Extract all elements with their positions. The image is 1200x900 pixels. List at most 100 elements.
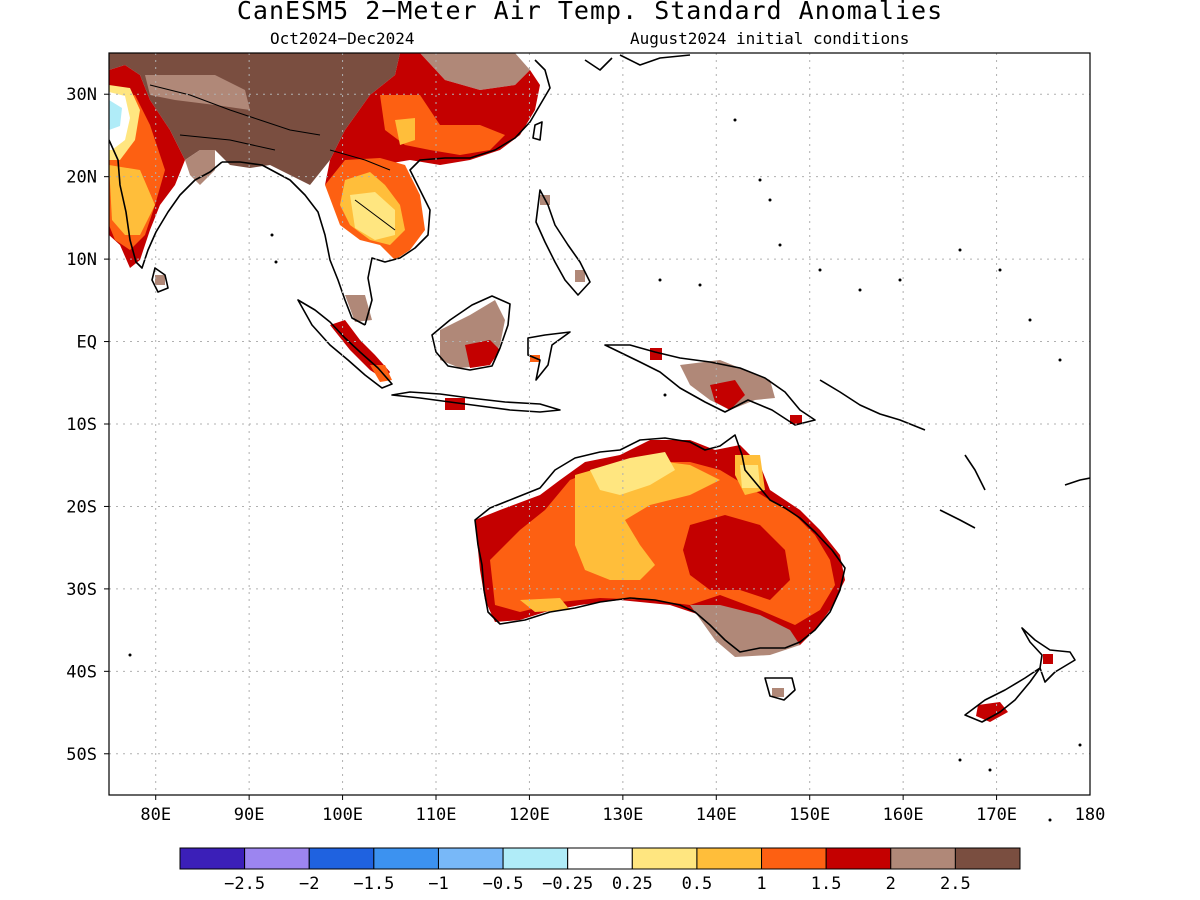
lon-tick-label: 150E	[789, 805, 830, 825]
island-dot	[1058, 358, 1062, 362]
map-title: CanESM5 2−Meter Air Temp. Standard Anoma…	[236, 0, 944, 25]
lat-tick-label: 40S	[66, 662, 97, 682]
colorbar-swatch	[890, 847, 956, 870]
island-dot	[958, 758, 962, 762]
lat-tick-label: 30S	[66, 580, 97, 600]
nz-south-red	[976, 702, 1008, 722]
colorbar-swatch	[761, 847, 827, 870]
lon-tick-label: 120E	[509, 805, 550, 825]
coast-sumatra	[297, 299, 393, 389]
coast-new-guinea	[604, 344, 816, 426]
anomaly-fields	[109, 53, 1053, 722]
colorbar-label: −1	[428, 874, 448, 894]
lon-tick-label: 180	[1075, 805, 1106, 825]
forecast-period: Oct2024−Dec2024	[270, 29, 415, 48]
small-islands	[128, 118, 1082, 822]
colorbar-label: 1	[756, 874, 766, 894]
island-dot	[778, 243, 782, 247]
colorbar-swatch	[631, 847, 698, 870]
colorbar-swatch	[567, 847, 633, 870]
coast-borneo	[431, 295, 511, 371]
lat-tick-label: 10N	[66, 250, 97, 270]
sri-lanka-tan	[155, 275, 165, 285]
lat-tick-label: 20N	[66, 168, 97, 188]
island-dot	[758, 178, 762, 182]
island-dot	[733, 118, 737, 122]
lon-tick-label: 140E	[696, 805, 737, 825]
coast-taiwan	[532, 121, 543, 141]
island-dot	[698, 283, 702, 287]
colorbar-swatch	[437, 847, 504, 870]
lat-tick-label: 50S	[66, 745, 97, 765]
island-dot	[658, 278, 662, 282]
colorbar-label: −2	[299, 874, 319, 894]
tasmania-tan	[772, 688, 784, 697]
island-dot	[1048, 818, 1052, 822]
colorbar-swatch	[825, 847, 892, 870]
philippines-tan-2	[575, 270, 585, 282]
lon-tick-label: 90E	[234, 805, 265, 825]
colorbar-swatch	[696, 847, 763, 870]
colorbar-label: 2	[886, 874, 896, 894]
india-blue-spot	[109, 100, 122, 130]
colorbar-label: 0.25	[612, 874, 653, 894]
lon-tick-label: 100E	[322, 805, 363, 825]
island-dot	[1078, 743, 1082, 747]
lon-tick-label: 160E	[883, 805, 924, 825]
coast-java	[391, 391, 561, 413]
island-dot	[958, 248, 962, 252]
asia-tan-region-2	[145, 75, 250, 110]
lat-tick-label: 10S	[66, 415, 97, 435]
colorbar-label: 1.5	[811, 874, 842, 894]
coast-vanuatu-fiji	[939, 454, 1090, 529]
lat-tick-label: 20S	[66, 497, 97, 517]
borneo-red	[465, 340, 500, 368]
island-dot	[858, 288, 862, 292]
island-dot	[988, 768, 992, 772]
graticule	[109, 53, 1090, 795]
lon-tick-label: 80E	[140, 805, 171, 825]
colorbar-swatch	[244, 847, 310, 870]
colorbar-boxes	[179, 847, 1021, 870]
coast-new-zealand-south	[964, 667, 1041, 723]
colorbar-swatch	[373, 847, 439, 870]
australia-gold-south	[520, 598, 570, 612]
coast-korea-japan	[584, 54, 691, 71]
colorbar-label: −0.25	[542, 874, 593, 894]
png-east-red	[790, 415, 802, 424]
lat-tick-label: EQ	[77, 333, 97, 353]
island-dot	[998, 268, 1002, 272]
coast-philippines	[535, 189, 591, 296]
island-dot	[270, 233, 274, 237]
lat-tick-label: 30N	[66, 85, 97, 105]
island-dot	[1028, 318, 1032, 322]
colorbar-label: 2.5	[940, 874, 971, 894]
lon-tick-label: 110E	[416, 805, 457, 825]
coast-bay-bengal-myanmar	[222, 161, 366, 326]
colorbar-label: −0.5	[483, 874, 524, 894]
coast-tasmania	[764, 677, 796, 701]
coast-australia	[474, 434, 846, 653]
malaysia-tan	[345, 295, 372, 322]
australia-yellow-north	[590, 452, 675, 495]
indochina-yellow	[350, 192, 395, 240]
axis-labels: 80E 90E 100E 110E 120E 130E 140E 150E 160E 170E 18…	[66, 85, 1105, 825]
java-red	[445, 398, 465, 410]
australia-red-center	[683, 515, 790, 600]
island-dot	[663, 393, 667, 397]
coast-sulawesi	[527, 331, 571, 381]
island-dot	[274, 260, 278, 264]
lon-tick-label: 130E	[602, 805, 643, 825]
colorbar-label: 0.5	[682, 874, 713, 894]
island-dot	[898, 278, 902, 282]
colorbar-swatch	[179, 847, 246, 870]
coast-india-border-lines	[149, 84, 396, 231]
colorbar-labels: −2.5 −2 −1.5 −1 −0.5 −0.25 0.25 0.5 1 1.5 2 2.5	[224, 874, 971, 894]
coast-solomons	[819, 379, 926, 431]
lon-tick-label: 170E	[976, 805, 1017, 825]
asia-tan-region	[420, 53, 530, 90]
china-gold-patch	[395, 118, 415, 145]
island-dot	[128, 653, 132, 657]
